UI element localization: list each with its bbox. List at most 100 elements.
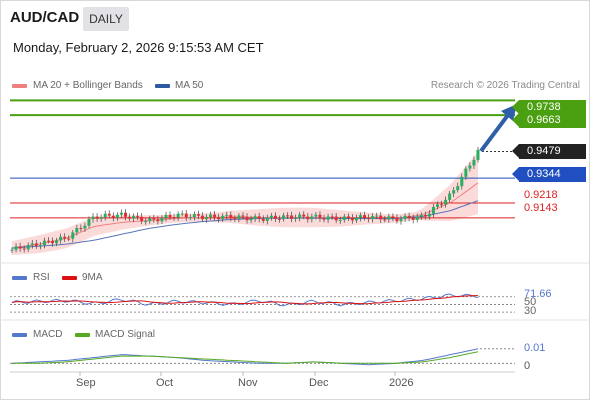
candle-body <box>379 215 383 220</box>
candle-body <box>448 193 452 200</box>
candle-body <box>233 218 237 220</box>
candle-body <box>407 215 411 219</box>
candle-body <box>294 217 298 219</box>
candle-body <box>87 219 91 226</box>
macd-zero-label: 0 <box>524 360 531 372</box>
legend-macd: MACD <box>12 329 62 340</box>
candle-body <box>111 215 115 218</box>
candle-body <box>419 214 423 217</box>
candle-body <box>213 214 217 218</box>
rsi-low-label: 30 <box>524 305 537 317</box>
candle-body <box>269 215 273 218</box>
legend-label: MA 50 <box>175 80 204 91</box>
candle-body <box>83 225 87 229</box>
resistance2-tag: 0.9738 <box>512 100 586 115</box>
candle-body <box>265 217 269 221</box>
candle-body <box>95 216 99 219</box>
candle-body <box>128 216 132 219</box>
candle-body <box>399 218 403 222</box>
candle-body <box>375 215 379 217</box>
candle-body <box>423 214 427 217</box>
rsi-value: 71.66 <box>524 288 552 300</box>
candle-body <box>338 220 342 222</box>
candle-body <box>225 214 229 216</box>
macd-value: 0.01 <box>524 342 546 354</box>
support1-label: 0.9218 <box>524 189 558 201</box>
legend-swatch <box>75 333 90 337</box>
symbol-title: AUD/CAD <box>10 9 80 26</box>
candle-body <box>63 236 67 239</box>
candle-body <box>290 215 294 219</box>
candle-body <box>59 236 63 241</box>
candle-body <box>107 213 111 216</box>
candle-body <box>172 217 176 219</box>
legend-label: MACD Signal <box>95 329 156 340</box>
candle-body <box>75 228 79 233</box>
legend-swatch <box>155 84 170 88</box>
candle-body <box>306 216 310 220</box>
candle-body <box>99 217 103 219</box>
legend-label: 9MA <box>82 272 103 283</box>
x-tick-2026: 2026 <box>389 377 414 389</box>
candle-body <box>180 213 184 215</box>
candle-body <box>30 243 34 246</box>
candle-body <box>249 218 253 221</box>
candle-body <box>91 216 95 220</box>
candle-body <box>18 246 22 249</box>
candle-body <box>229 214 233 219</box>
candle-body <box>123 212 127 217</box>
candle-body <box>464 168 468 177</box>
pivot-tag: 0.9344 <box>512 167 586 182</box>
resistance1-tag: 0.9663 <box>512 113 586 128</box>
candle-body <box>302 214 306 217</box>
candle-body <box>136 215 140 217</box>
candle-body <box>468 165 472 169</box>
candle-body <box>79 228 83 230</box>
candle-body <box>286 215 290 217</box>
candle-body <box>298 214 302 218</box>
candle-body <box>334 216 338 221</box>
candle-body <box>42 240 46 246</box>
candle-body <box>314 214 318 217</box>
candle-body <box>452 190 456 194</box>
candle-body <box>395 217 399 222</box>
candle-body <box>411 218 415 220</box>
candle-body <box>160 217 164 222</box>
candle-body <box>354 217 358 221</box>
candle-body <box>115 214 119 218</box>
candle-body <box>261 218 265 221</box>
candle-body <box>196 214 200 216</box>
x-tick-oct: Oct <box>156 377 174 389</box>
rsi-line <box>11 293 479 307</box>
candle-body <box>367 217 371 220</box>
candle-body <box>192 214 196 218</box>
candle-body <box>221 215 225 220</box>
rsi-9ma-line <box>11 295 478 305</box>
candle-body <box>148 218 152 222</box>
legend-macd-signal: MACD Signal <box>75 329 155 340</box>
candle-body <box>322 218 326 220</box>
candle-body <box>383 219 387 221</box>
credit-text: Research © 2026 Trading Central <box>430 80 580 91</box>
candle-body <box>472 159 476 166</box>
candle-body <box>168 214 172 218</box>
candle-body <box>237 215 241 219</box>
last-price-tag: 0.9479 <box>512 144 586 159</box>
candle-body <box>55 240 59 244</box>
candle-body <box>403 215 407 219</box>
timeframe-badge[interactable]: DAILY <box>83 7 129 31</box>
legend-label: MA 20 + Bollinger Bands <box>33 80 143 91</box>
ma50-line <box>11 200 479 249</box>
candle-body <box>22 248 26 250</box>
candle-body <box>310 216 314 220</box>
candle-body <box>241 215 245 217</box>
x-tick-nov: Nov <box>238 377 258 389</box>
candle-body <box>456 186 460 191</box>
candle-body <box>358 215 362 218</box>
candle-body <box>342 216 346 221</box>
candle-body <box>209 214 213 218</box>
candle-body <box>132 215 136 219</box>
candle-body <box>200 215 204 220</box>
legend-swatch <box>62 276 77 280</box>
candle-body <box>253 216 257 219</box>
